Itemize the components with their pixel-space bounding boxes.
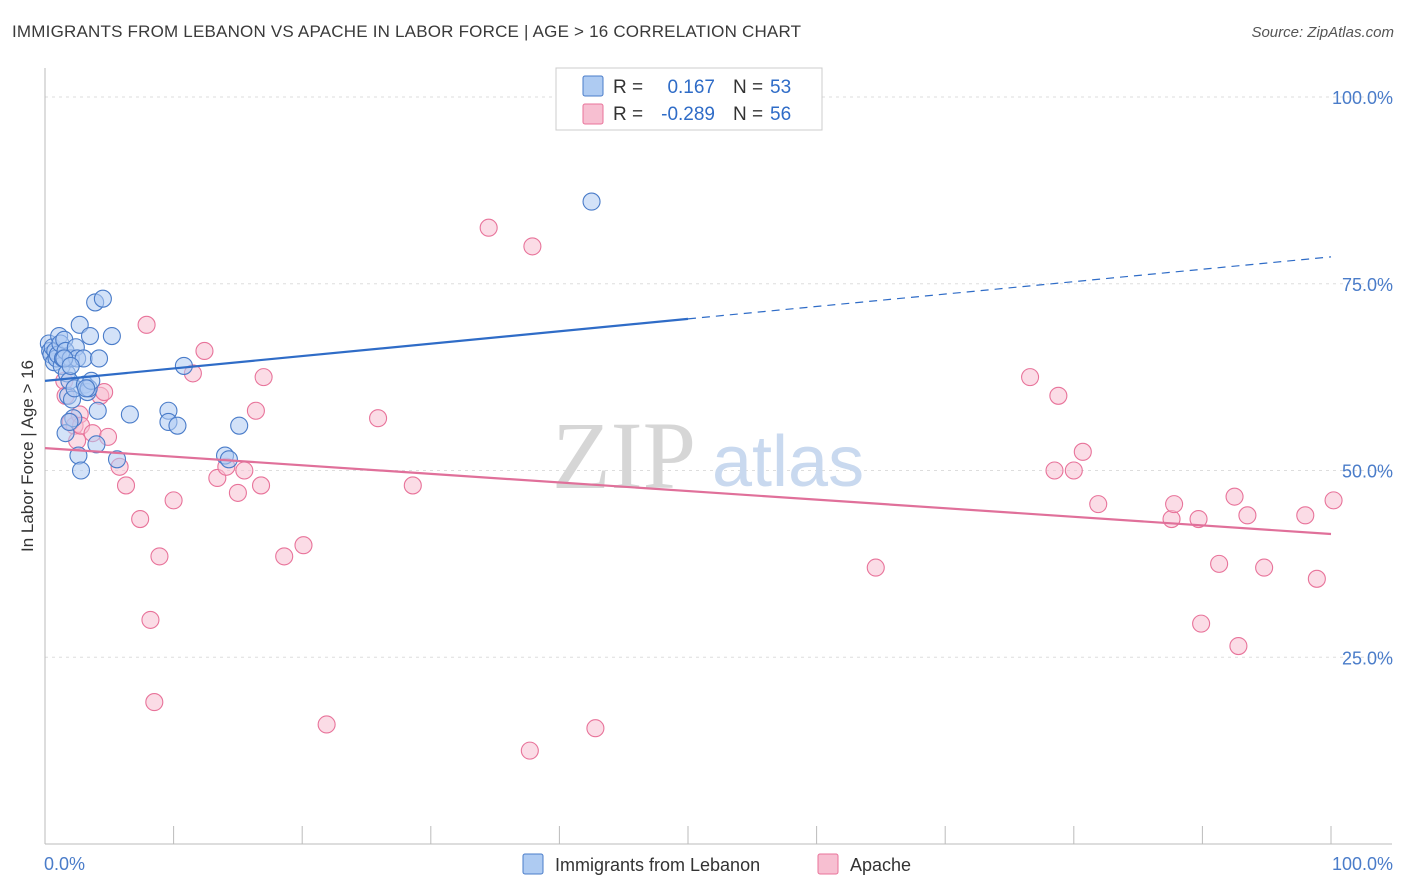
lebanon-point [77, 379, 96, 398]
bottom-legend: Immigrants from Lebanon Apache [522, 853, 911, 875]
apache-point [294, 536, 313, 555]
apache-point [1192, 614, 1211, 633]
apache-point [164, 491, 183, 510]
grid-lines [45, 96, 1392, 658]
legend-r-label-1: R = [613, 77, 643, 98]
watermark-atlas: atlas [712, 422, 864, 502]
apache-point [1064, 461, 1083, 480]
y-tick-label: 75.0% [1342, 275, 1393, 295]
x-tick-label: 100.0% [1332, 854, 1393, 874]
legend-r-value-2: -0.289 [661, 104, 715, 125]
legend-n-label-2: N = [733, 104, 763, 125]
apache-point [1229, 636, 1248, 656]
apache-point [1045, 461, 1064, 480]
lebanon-trend-line [44, 317, 689, 382]
apache-point [195, 341, 214, 361]
chart-title: IMMIGRANTS FROM LEBANON VS APACHE IN LAB… [12, 22, 802, 41]
lebanon-trend-extension [687, 256, 1332, 320]
lebanon-point [61, 356, 80, 375]
trend-lines [44, 256, 1332, 536]
apache-point [254, 368, 273, 387]
apache-point [1238, 506, 1257, 525]
apache-point [141, 610, 160, 629]
apache-point [131, 510, 150, 529]
apache-points [55, 218, 1343, 760]
apache-point [235, 461, 254, 480]
lebanon-point [230, 416, 249, 435]
lebanon-point [71, 461, 91, 480]
watermark: ZIP atlas [552, 402, 864, 509]
bottom-swatch-apache [817, 853, 839, 875]
apache-point [1296, 506, 1315, 525]
lebanon-point [582, 192, 601, 211]
apache-point [145, 693, 164, 712]
apache-point [1162, 510, 1181, 529]
legend-n-value-2: 56 [770, 104, 791, 125]
lebanon-point [70, 315, 89, 334]
lebanon-point [120, 405, 139, 424]
apache-point [1049, 386, 1068, 405]
apache-point [1210, 554, 1229, 573]
legend-n-label-1: N = [733, 77, 763, 98]
apache-point [1255, 558, 1274, 577]
apache-point [523, 237, 542, 256]
apache-point [1021, 368, 1040, 387]
bottom-legend-apache: Apache [850, 855, 911, 875]
apache-point [866, 558, 885, 577]
apache-point [403, 476, 422, 495]
legend-r-value-1: 0.167 [667, 77, 715, 98]
axes [44, 68, 1392, 845]
legend: R = 0.167 N = 53 R = -0.289 N = 56 [555, 67, 823, 131]
legend-swatch-apache [582, 103, 604, 125]
apache-point [317, 715, 336, 734]
lebanon-point [102, 326, 121, 346]
y-tick-label: 100.0% [1332, 88, 1393, 108]
y-tick-label: 50.0% [1342, 462, 1393, 482]
lebanon-point [89, 349, 109, 368]
source-credit: Source: ZipAtlas.com [1251, 24, 1394, 41]
apache-point [275, 547, 294, 566]
watermark-zip: ZIP [552, 402, 696, 509]
x-tick-label: 0.0% [44, 854, 85, 874]
apache-point [251, 476, 271, 495]
apache-point [1089, 495, 1108, 514]
bottom-swatch-lebanon [522, 853, 544, 875]
legend-r-label-2: R = [613, 104, 643, 125]
apache-point [137, 315, 156, 334]
legend-swatch-lebanon [582, 75, 604, 97]
bottom-legend-lebanon: Immigrants from Lebanon [555, 855, 760, 875]
apache-point [1073, 442, 1092, 461]
lebanon-point [93, 289, 112, 308]
apache-point [1324, 491, 1343, 510]
lebanon-point [87, 435, 106, 454]
apache-point [479, 218, 498, 237]
apache-trend-line [44, 446, 1332, 536]
lebanon-point [107, 450, 127, 469]
apache-point [369, 409, 388, 428]
y-tick-label: 25.0% [1342, 648, 1393, 668]
apache-point [228, 483, 247, 502]
apache-point [1165, 495, 1184, 514]
apache-point [1225, 487, 1244, 506]
legend-n-value-1: 53 [770, 77, 791, 98]
y-tick-labels: 100.0% 75.0% 50.0% 25.0% [1332, 88, 1393, 668]
apache-point [520, 741, 539, 760]
apache-point [150, 547, 169, 566]
apache-point [116, 476, 136, 495]
apache-point [1189, 510, 1208, 529]
lebanon-point [80, 326, 100, 346]
apache-point [586, 719, 605, 738]
apache-point [246, 401, 265, 420]
lebanon-point [88, 401, 107, 420]
apache-point [1307, 569, 1326, 588]
x-tick-labels: 0.0% 100.0% [44, 854, 1393, 874]
lebanon-point [168, 416, 187, 435]
lebanon-points [39, 192, 601, 480]
lebanon-point [60, 412, 79, 431]
